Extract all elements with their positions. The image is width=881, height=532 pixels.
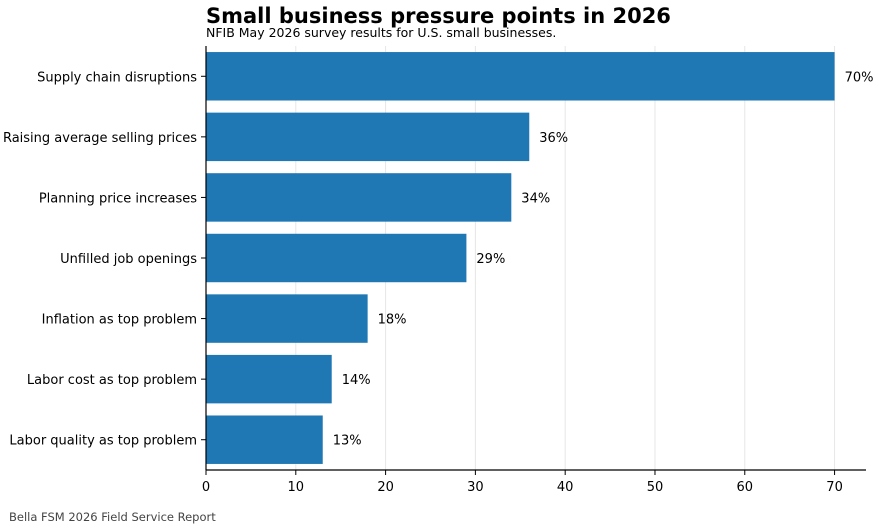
x-tick-label: 60 — [737, 480, 754, 495]
x-tick-label: 0 — [202, 480, 210, 495]
bar — [206, 294, 368, 343]
bar — [206, 354, 332, 404]
data-label: 14% — [342, 373, 371, 388]
bar — [206, 415, 323, 464]
x-tick-label: 70 — [826, 480, 843, 495]
x-tick-label: 20 — [377, 480, 394, 495]
chart-subtitle: NFIB May 2026 survey results for U.S. sm… — [206, 25, 557, 40]
data-label: 18% — [378, 313, 407, 328]
chart-footer: Bella FSM 2026 Field Service Report — [9, 510, 216, 524]
bar — [206, 233, 467, 283]
category-label: Raising average selling prices — [3, 131, 197, 146]
chart-title: Small business pressure points in 2026 — [206, 4, 671, 28]
category-label: Inflation as top problem — [42, 313, 197, 328]
data-label: 36% — [539, 131, 568, 146]
data-label: 34% — [521, 191, 550, 206]
data-label: 29% — [476, 252, 505, 267]
bar — [206, 112, 530, 162]
bars — [206, 52, 835, 464]
category-label: Planning price increases — [39, 191, 197, 206]
data-label: 13% — [333, 434, 362, 449]
category-label: Supply chain disruptions — [37, 70, 197, 85]
category-label: Unfilled job openings — [60, 252, 197, 267]
bar — [206, 173, 512, 222]
category-label: Labor cost as top problem — [27, 373, 197, 388]
bar — [206, 52, 835, 101]
x-tick-label: 10 — [288, 480, 305, 495]
axes — [201, 46, 866, 475]
x-tick-label: 40 — [557, 480, 574, 495]
category-label: Labor quality as top problem — [9, 434, 197, 449]
labels: 0 10 20 30 40 50 60 70 Supply chain disruptions 7… — [3, 70, 874, 495]
x-tick-label: 30 — [467, 480, 484, 495]
data-label: 70% — [845, 70, 874, 85]
x-tick-label: 50 — [647, 480, 664, 495]
